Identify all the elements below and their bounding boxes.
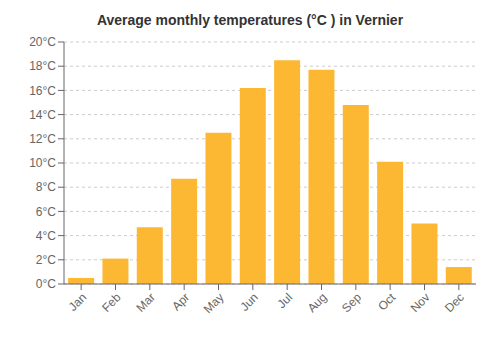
svg-text:18°C: 18°C bbox=[29, 59, 56, 73]
svg-text:4°C: 4°C bbox=[36, 229, 56, 243]
svg-text:Apr: Apr bbox=[169, 290, 192, 313]
svg-text:12°C: 12°C bbox=[29, 132, 56, 146]
svg-text:Feb: Feb bbox=[99, 290, 124, 315]
svg-text:2°C: 2°C bbox=[36, 253, 56, 267]
svg-text:Sep: Sep bbox=[339, 290, 364, 315]
svg-text:Oct: Oct bbox=[375, 290, 399, 314]
svg-text:20°C: 20°C bbox=[29, 35, 56, 49]
svg-text:May: May bbox=[201, 290, 227, 316]
svg-text:Aug: Aug bbox=[305, 290, 330, 315]
svg-text:Jun: Jun bbox=[237, 290, 261, 314]
html-text:Average monthly temperatures (: Average monthly temperatures (°C ) in Ve… bbox=[96, 12, 404, 28]
svg-text:Dec: Dec bbox=[442, 290, 467, 315]
svg-text:Mar: Mar bbox=[133, 290, 158, 315]
svg-text:10°C: 10°C bbox=[29, 156, 56, 170]
svg-text:14°C: 14°C bbox=[29, 108, 56, 122]
svg-text:8°C: 8°C bbox=[36, 180, 56, 194]
svg-text:Jul: Jul bbox=[275, 290, 296, 311]
svg-text:0°C: 0°C bbox=[36, 277, 56, 291]
svg-text:Nov: Nov bbox=[408, 290, 433, 315]
svg-text:16°C: 16°C bbox=[29, 84, 56, 98]
svg-text:Jan: Jan bbox=[66, 290, 90, 314]
svg-text:6°C: 6°C bbox=[36, 205, 56, 219]
